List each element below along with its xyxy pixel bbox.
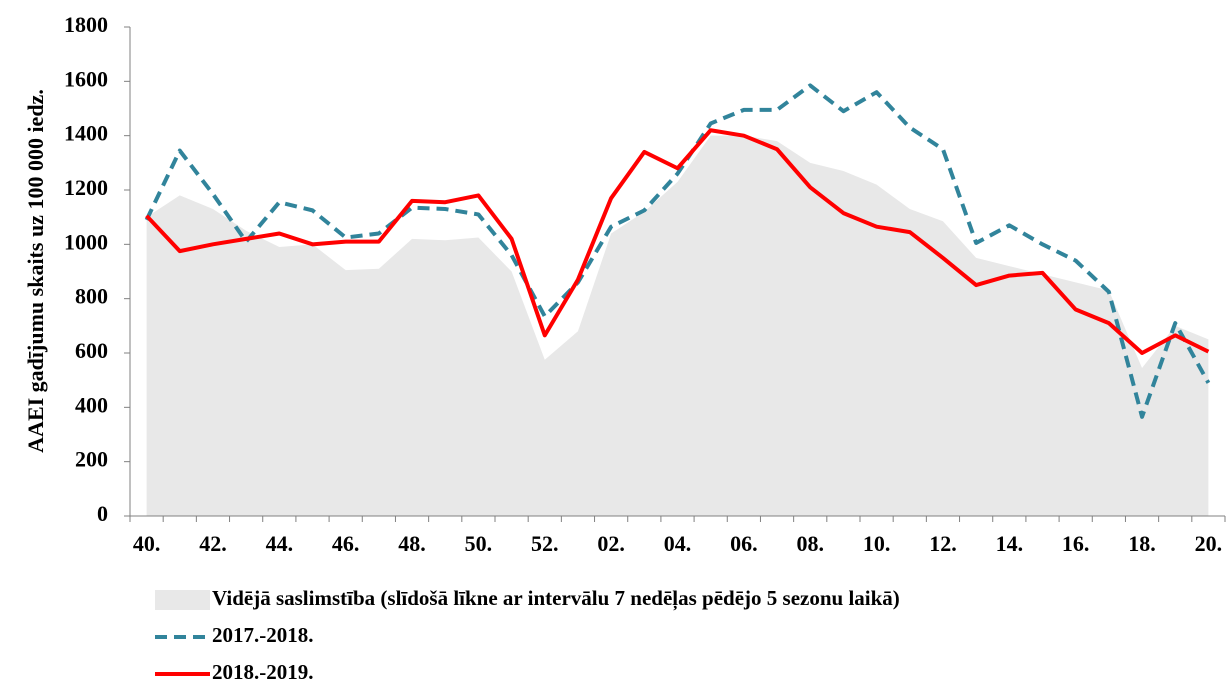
- y-tick-label: 0: [97, 501, 108, 526]
- x-tick-label: 40.: [133, 531, 161, 556]
- line: [145, 128, 1210, 355]
- x-tick-label: 18.: [1128, 531, 1156, 556]
- y-axis-label: AAEI gadījumu skaits uz 100 000 iedz.: [23, 89, 48, 453]
- x-tick-label: 16.: [1062, 531, 1090, 556]
- x-tick-label: 42.: [199, 531, 227, 556]
- x-tick-label: 08.: [796, 531, 824, 556]
- x-tick-label: 48.: [398, 531, 426, 556]
- y-tick-label: 1800: [64, 12, 108, 37]
- y-tick-label: 800: [75, 284, 108, 309]
- x-tick-label: 52.: [531, 531, 559, 556]
- y-tick-label: 1400: [64, 121, 108, 146]
- x-tick-label: 02.: [597, 531, 625, 556]
- area-layer: [146, 135, 1209, 516]
- y-tick-label: 1600: [64, 66, 108, 91]
- x-tick-label: 50.: [465, 531, 493, 556]
- y-tick-label: 1200: [64, 175, 108, 200]
- y-tick-label: 200: [75, 447, 108, 472]
- x-tick-label: 06.: [730, 531, 758, 556]
- x-tick-label: 20.: [1195, 531, 1223, 556]
- x-tick-label: 46.: [332, 531, 360, 556]
- x-tick-label: 44.: [266, 531, 294, 556]
- y-tick-label: 400: [75, 392, 108, 417]
- x-tick-label: 12.: [929, 531, 957, 556]
- y-tick-label: 600: [75, 338, 108, 363]
- legend-swatch: [155, 590, 210, 610]
- x-tick-label: 10.: [863, 531, 891, 556]
- legend-label: 2018.-2019.: [212, 660, 314, 684]
- x-tick-label: 04.: [664, 531, 692, 556]
- x-tick-label: 14.: [996, 531, 1024, 556]
- area: [146, 135, 1209, 516]
- y-tick-label: 1000: [64, 229, 108, 254]
- legend-label: 2017.-2018.: [212, 623, 314, 647]
- legend-label: Vidējā saslimstība (slīdošā līkne ar int…: [212, 586, 900, 611]
- line: [144, 83, 1211, 419]
